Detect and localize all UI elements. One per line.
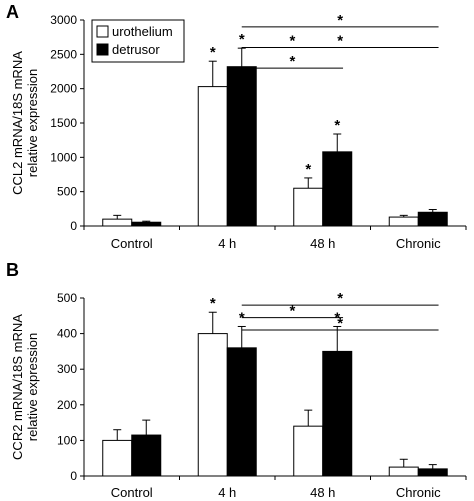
legend-label: urothelium <box>112 24 173 39</box>
significance-star: * <box>210 44 216 61</box>
y-axis-label: relative expression <box>25 333 40 441</box>
significance-star: * <box>210 295 216 312</box>
bar-detrusor <box>226 347 257 477</box>
y-tick-label: 100 <box>57 433 77 447</box>
category-label: Chronic <box>396 485 441 500</box>
bar-urothelium <box>102 439 133 477</box>
legend-swatch <box>96 43 109 56</box>
comparison-star: * <box>289 53 295 70</box>
bar-urothelium <box>293 425 324 477</box>
significance-star: * <box>305 161 311 178</box>
category-label: 48 h <box>310 236 335 251</box>
y-tick-label: 200 <box>57 398 77 412</box>
bar-detrusor <box>322 151 353 227</box>
bar-urothelium <box>197 333 228 477</box>
comparison-star: * <box>337 290 343 307</box>
y-tick-label: 500 <box>57 291 77 305</box>
category-label: 48 h <box>310 485 335 500</box>
legend-label: detrusor <box>112 42 160 57</box>
significance-star: * <box>239 31 245 48</box>
y-tick-label: 0 <box>70 219 77 233</box>
bar-urothelium <box>197 86 228 227</box>
y-tick-label: 1000 <box>50 150 77 164</box>
bar-detrusor <box>226 66 257 227</box>
panel-letter: B <box>6 260 19 280</box>
category-label: Control <box>111 485 153 500</box>
y-tick-label: 500 <box>57 185 77 199</box>
category-label: Control <box>111 236 153 251</box>
y-tick-label: 0 <box>70 469 77 483</box>
y-tick-label: 300 <box>57 362 77 376</box>
y-tick-label: 2500 <box>50 47 77 61</box>
comparison-star: * <box>289 303 295 320</box>
bar-urothelium <box>388 216 419 227</box>
bar-urothelium <box>293 187 324 227</box>
bar-detrusor <box>322 350 353 477</box>
comparison-star: * <box>337 315 343 332</box>
bar-detrusor <box>417 211 448 227</box>
category-label: 4 h <box>218 485 236 500</box>
category-label: 4 h <box>218 236 236 251</box>
category-label: Chronic <box>396 236 441 251</box>
bar-detrusor <box>131 434 162 477</box>
panel-b: B CCR2 mRNA/18S mRNA relative expression 0 1… <box>6 260 467 500</box>
comparison-star: * <box>289 32 295 49</box>
comparison-star: * <box>337 12 343 29</box>
bar-detrusor <box>417 468 448 477</box>
y-axis-label: relative expression <box>25 69 40 177</box>
comparison-star: * <box>337 32 343 49</box>
y-axis-label: CCL2 mRNA/18S mRNA <box>10 51 25 195</box>
legend: urothelium detrusor <box>91 19 185 63</box>
bar-urothelium <box>388 466 419 477</box>
significance-star: * <box>334 117 340 134</box>
y-tick-label: 1500 <box>50 116 77 130</box>
panel-a: A CCL2 mRNA/18S mRNA relative expression 0 5… <box>6 2 467 251</box>
bar-detrusor <box>131 221 162 227</box>
y-tick-label: 400 <box>57 327 77 341</box>
y-tick-label: 3000 <box>50 13 77 27</box>
y-tick-label: 2000 <box>50 82 77 96</box>
bar-urothelium <box>102 218 133 227</box>
y-axis-label: CCR2 mRNA/18S mRNA <box>10 314 25 460</box>
panel-letter: A <box>6 2 19 22</box>
legend-swatch <box>96 25 109 38</box>
